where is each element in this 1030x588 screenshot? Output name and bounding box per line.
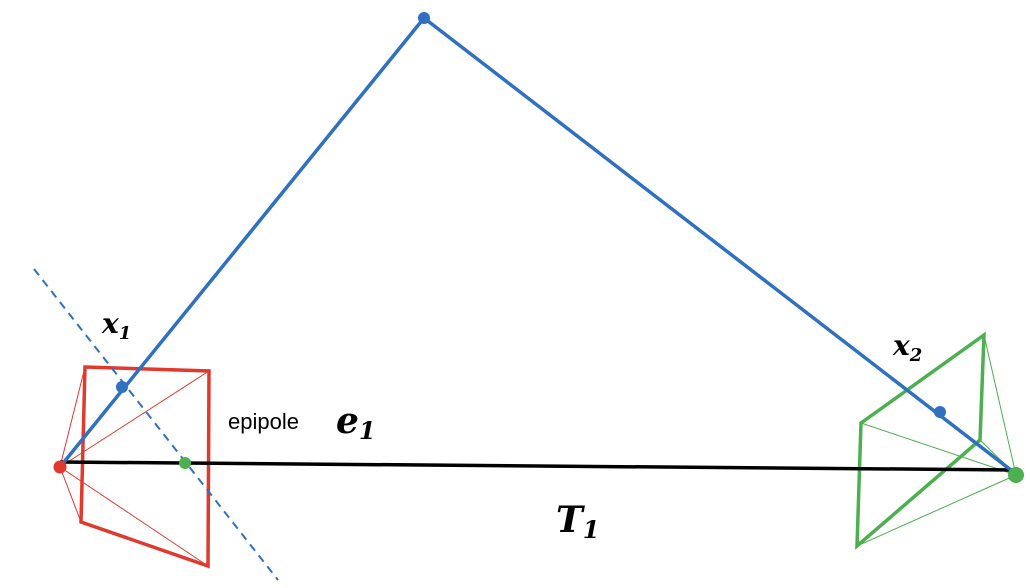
camera1-frustum-ray-bottom-left — [59, 466, 82, 523]
image-point-x1 — [116, 381, 128, 393]
label-T1: T1 — [556, 499, 600, 544]
camera2-center — [1008, 467, 1024, 483]
camera2-frustum-ray-bottom-left — [856, 474, 1017, 547]
camera1-center — [53, 460, 67, 474]
baseline — [59, 460, 1017, 472]
label-e1-base: e — [336, 400, 359, 442]
label-x2-sub: 2 — [909, 345, 923, 366]
camera2-frustum-ray-top-right — [983, 334, 1017, 476]
epipole-e1-point — [179, 457, 191, 469]
label-epipole: epipole — [228, 409, 299, 434]
label-x1: x1 — [101, 307, 131, 344]
label-x1-base: x — [101, 307, 119, 340]
label-T1-sub: 1 — [583, 515, 600, 544]
camera2-image-plane — [855, 331, 986, 550]
camera1-frustum-ray-bottom-right — [59, 466, 209, 567]
label-x2-base: x — [892, 329, 910, 362]
label-x2: x2 — [892, 329, 922, 366]
label-T1-base: T — [556, 499, 585, 541]
camera1-image-plane — [79, 365, 211, 569]
image-point-x2 — [934, 406, 946, 418]
ray-camera2-to-point — [422, 16, 1018, 476]
camera1-frustum — [59, 366, 210, 567]
label-e1-sub: 1 — [359, 416, 376, 445]
camera1-frustum-ray-top-right — [59, 370, 210, 468]
camera2-frustum-ray-top-left — [860, 422, 1017, 476]
camera1-frustum-ray-top-left — [59, 366, 86, 468]
label-e1: e1 — [336, 400, 376, 445]
camera2-frustum — [856, 334, 1017, 547]
world-point — [418, 12, 430, 24]
ray-camera1-to-point — [58, 16, 426, 469]
label-x1-sub: 1 — [119, 323, 132, 344]
epipolar-line — [33, 268, 279, 581]
